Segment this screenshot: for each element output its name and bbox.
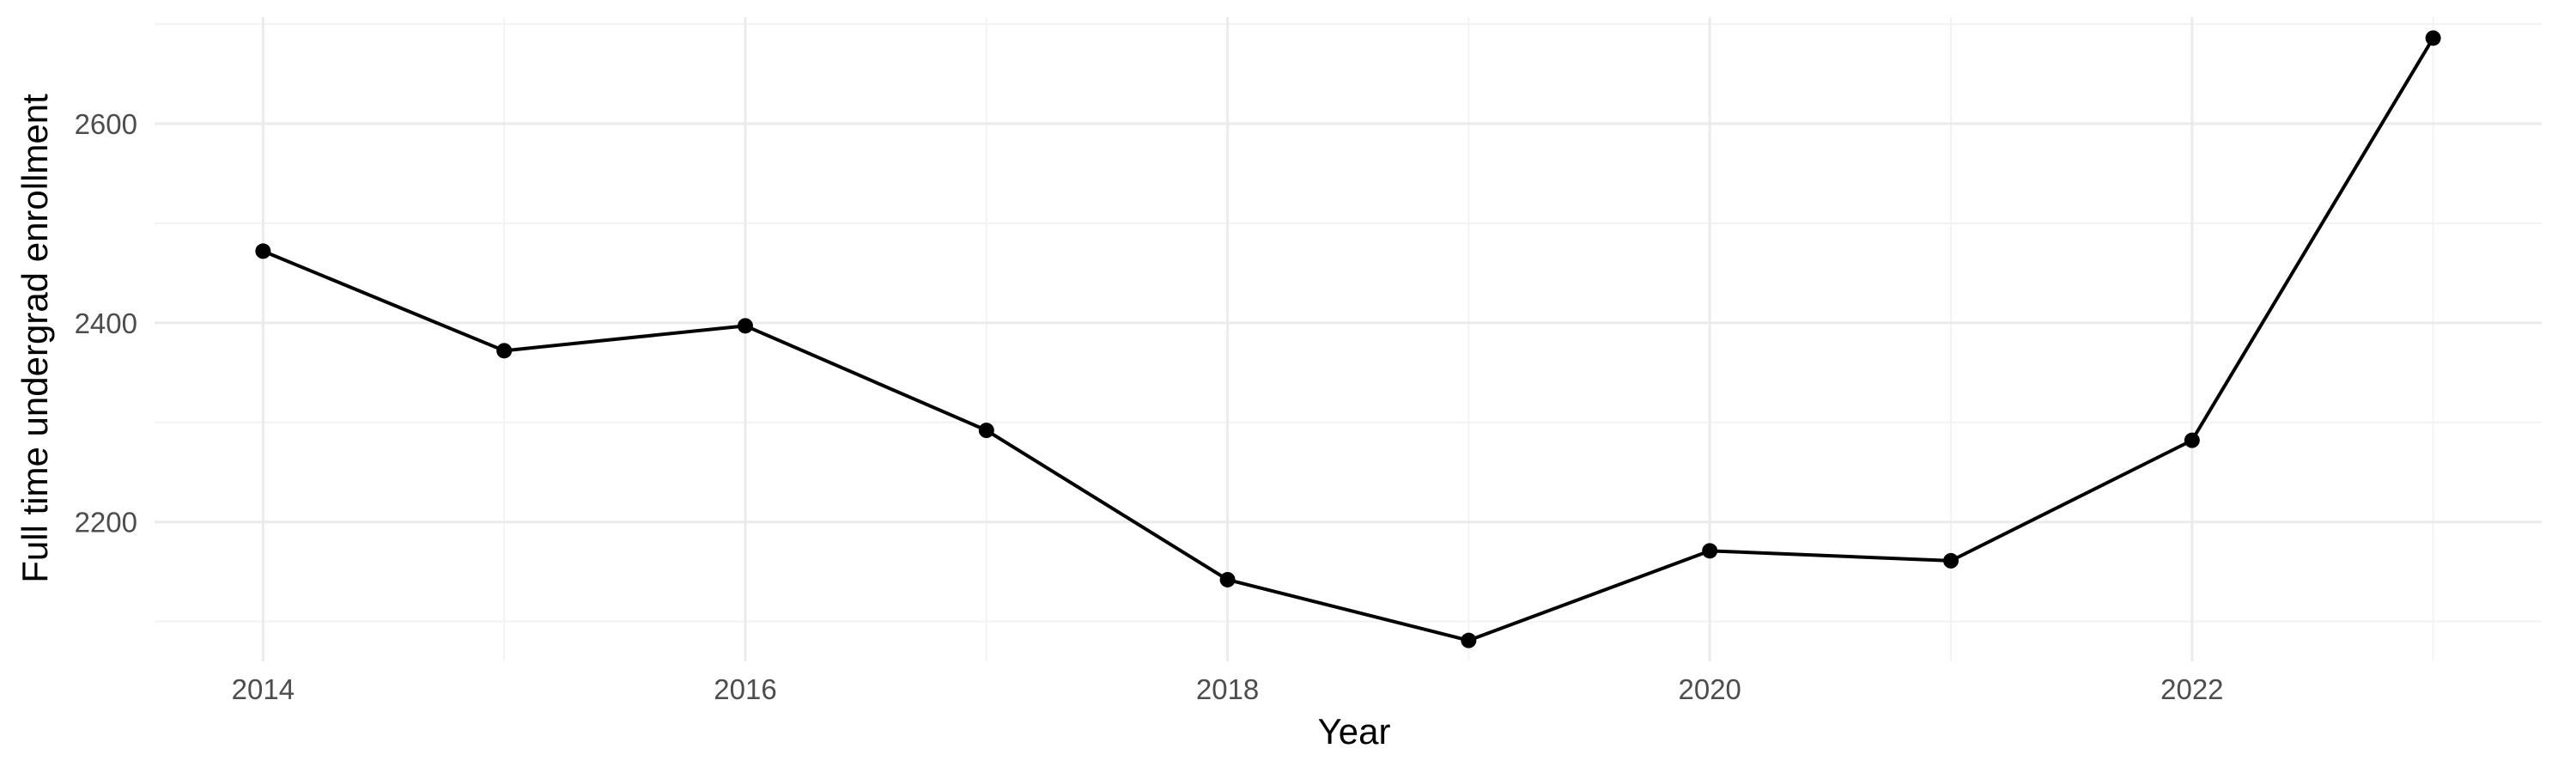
x-tick-label: 2020: [1679, 673, 1741, 705]
x-axis-title: Year: [1318, 711, 1391, 752]
y-tick-label: 2600: [75, 108, 137, 140]
grid: [155, 17, 2542, 661]
data-point: [737, 318, 753, 334]
y-tick-label: 2400: [75, 307, 137, 339]
y-tick-label: 2200: [75, 507, 137, 539]
x-tick-label: 2018: [1196, 673, 1259, 705]
data-point: [1219, 571, 1236, 587]
series-line: [262, 37, 2435, 642]
data-point: [1943, 552, 1959, 569]
data-point: [2184, 432, 2200, 448]
series-layer: [255, 30, 2441, 648]
tick-labels: 2200 2400 2600 2014 2016 2018 2020 2022: [75, 108, 2224, 705]
data-point: [1461, 632, 1477, 648]
x-tick-label: 2016: [714, 673, 776, 705]
x-tick-label: 2014: [232, 673, 295, 705]
x-tick-label: 2022: [2160, 673, 2223, 705]
data-point: [255, 243, 271, 259]
data-point: [2425, 30, 2441, 46]
data-point: [1702, 543, 1718, 559]
y-axis-title: Full time undergrad enrollment: [15, 94, 55, 583]
data-point: [978, 423, 994, 439]
data-point: [496, 343, 513, 359]
